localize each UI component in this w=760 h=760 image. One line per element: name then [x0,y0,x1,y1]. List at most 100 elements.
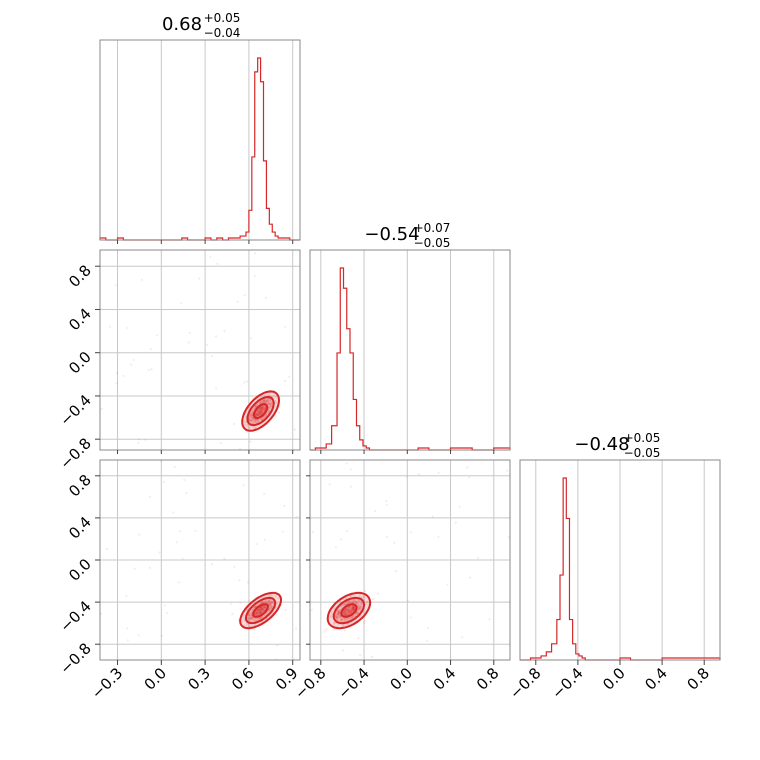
sample-point [258,602,262,605]
sample-point [264,599,268,602]
sample-point [260,607,263,610]
sample-point [350,605,353,608]
sample-point [356,611,359,614]
sample-point [257,608,260,611]
sample-point [343,611,347,614]
sample-point [352,609,355,612]
sample-point [363,619,366,623]
sample-point [257,408,261,412]
sample-point [256,611,259,614]
outlier-point [417,472,420,476]
sample-point [263,605,266,608]
sample-point [247,618,250,621]
sample-point [352,605,355,608]
outlier-point [431,515,434,518]
sample-point [371,597,375,601]
sample-point [349,617,352,620]
sample-point [351,606,354,609]
sample-point [269,602,272,605]
sample-point [265,612,268,615]
yaxis-1-tick-label-3: 0.4 [65,305,95,335]
sample-point [258,413,261,416]
sample-point [346,613,350,616]
sample-point [258,410,262,413]
sample-point [348,611,352,614]
sample-point [262,399,265,402]
sample-point [259,407,262,410]
sample-point [254,611,258,614]
sample-point [259,606,262,610]
outlier-point [158,551,161,554]
sample-point [343,617,347,620]
sample-point [254,405,257,408]
sample-point [255,421,258,424]
sample-point [256,412,259,416]
outlier-point [311,530,315,534]
sample-point [336,613,340,616]
yaxis-1-tick-label-1: −0.4 [56,391,94,429]
sample-point [250,415,254,418]
sample-point [337,613,340,617]
sample-point [360,601,363,605]
sample-point [257,609,260,612]
outlier-point [334,546,338,549]
yaxis-2-tick-label-0: −0.8 [56,639,94,677]
sample-point [335,616,339,619]
outlier-point [122,374,125,377]
sample-point [262,400,266,403]
sample-point [343,613,347,617]
sample-point [250,617,254,621]
sample-point [261,410,264,414]
sample-point [350,609,353,612]
scatter-0-2-contour-0 [239,591,282,630]
sample-point [255,612,259,615]
sample-point [259,412,263,415]
sample-point [260,406,263,409]
sample-point [269,398,273,402]
sample-point [257,419,260,422]
sample-point [258,410,261,413]
sample-point [258,617,262,621]
hist-1-line [310,267,511,451]
sample-point [336,612,340,615]
sample-point [259,611,263,615]
outlier-point [166,611,169,614]
sample-point [338,609,341,612]
sample-point [264,613,267,616]
sample-point [259,406,262,409]
sample-point [256,410,260,413]
sample-point [266,600,270,603]
sample-point [261,407,265,410]
outlier-point [254,252,257,255]
hist-0-frame [99,39,301,241]
sample-point [344,623,347,627]
outlier-point [293,428,296,431]
sample-point [352,615,355,618]
sample-point [350,599,353,602]
sample-point [335,615,338,619]
sample-point [347,608,350,612]
sample-point [258,411,261,414]
sample-point [259,607,262,611]
sample-point [252,425,255,429]
outlier-point [276,644,279,647]
sample-point [265,601,268,604]
sample-point [342,611,345,615]
sample-point [267,402,270,405]
sample-point [255,413,259,416]
outlier-point [263,538,267,541]
sample-point [351,605,355,609]
sample-point [263,399,267,402]
sample-point [262,408,265,412]
sample-point [258,611,261,614]
yaxis-2-tick-label-3: 0.4 [65,513,95,543]
outlier-point [126,627,129,630]
sample-point [348,599,351,603]
sample-point [259,411,262,415]
sample-point [250,617,253,620]
sample-point [260,606,263,610]
sample-point [251,410,254,414]
sample-point [261,608,265,611]
sample-point [257,408,260,412]
sample-point [269,605,273,608]
